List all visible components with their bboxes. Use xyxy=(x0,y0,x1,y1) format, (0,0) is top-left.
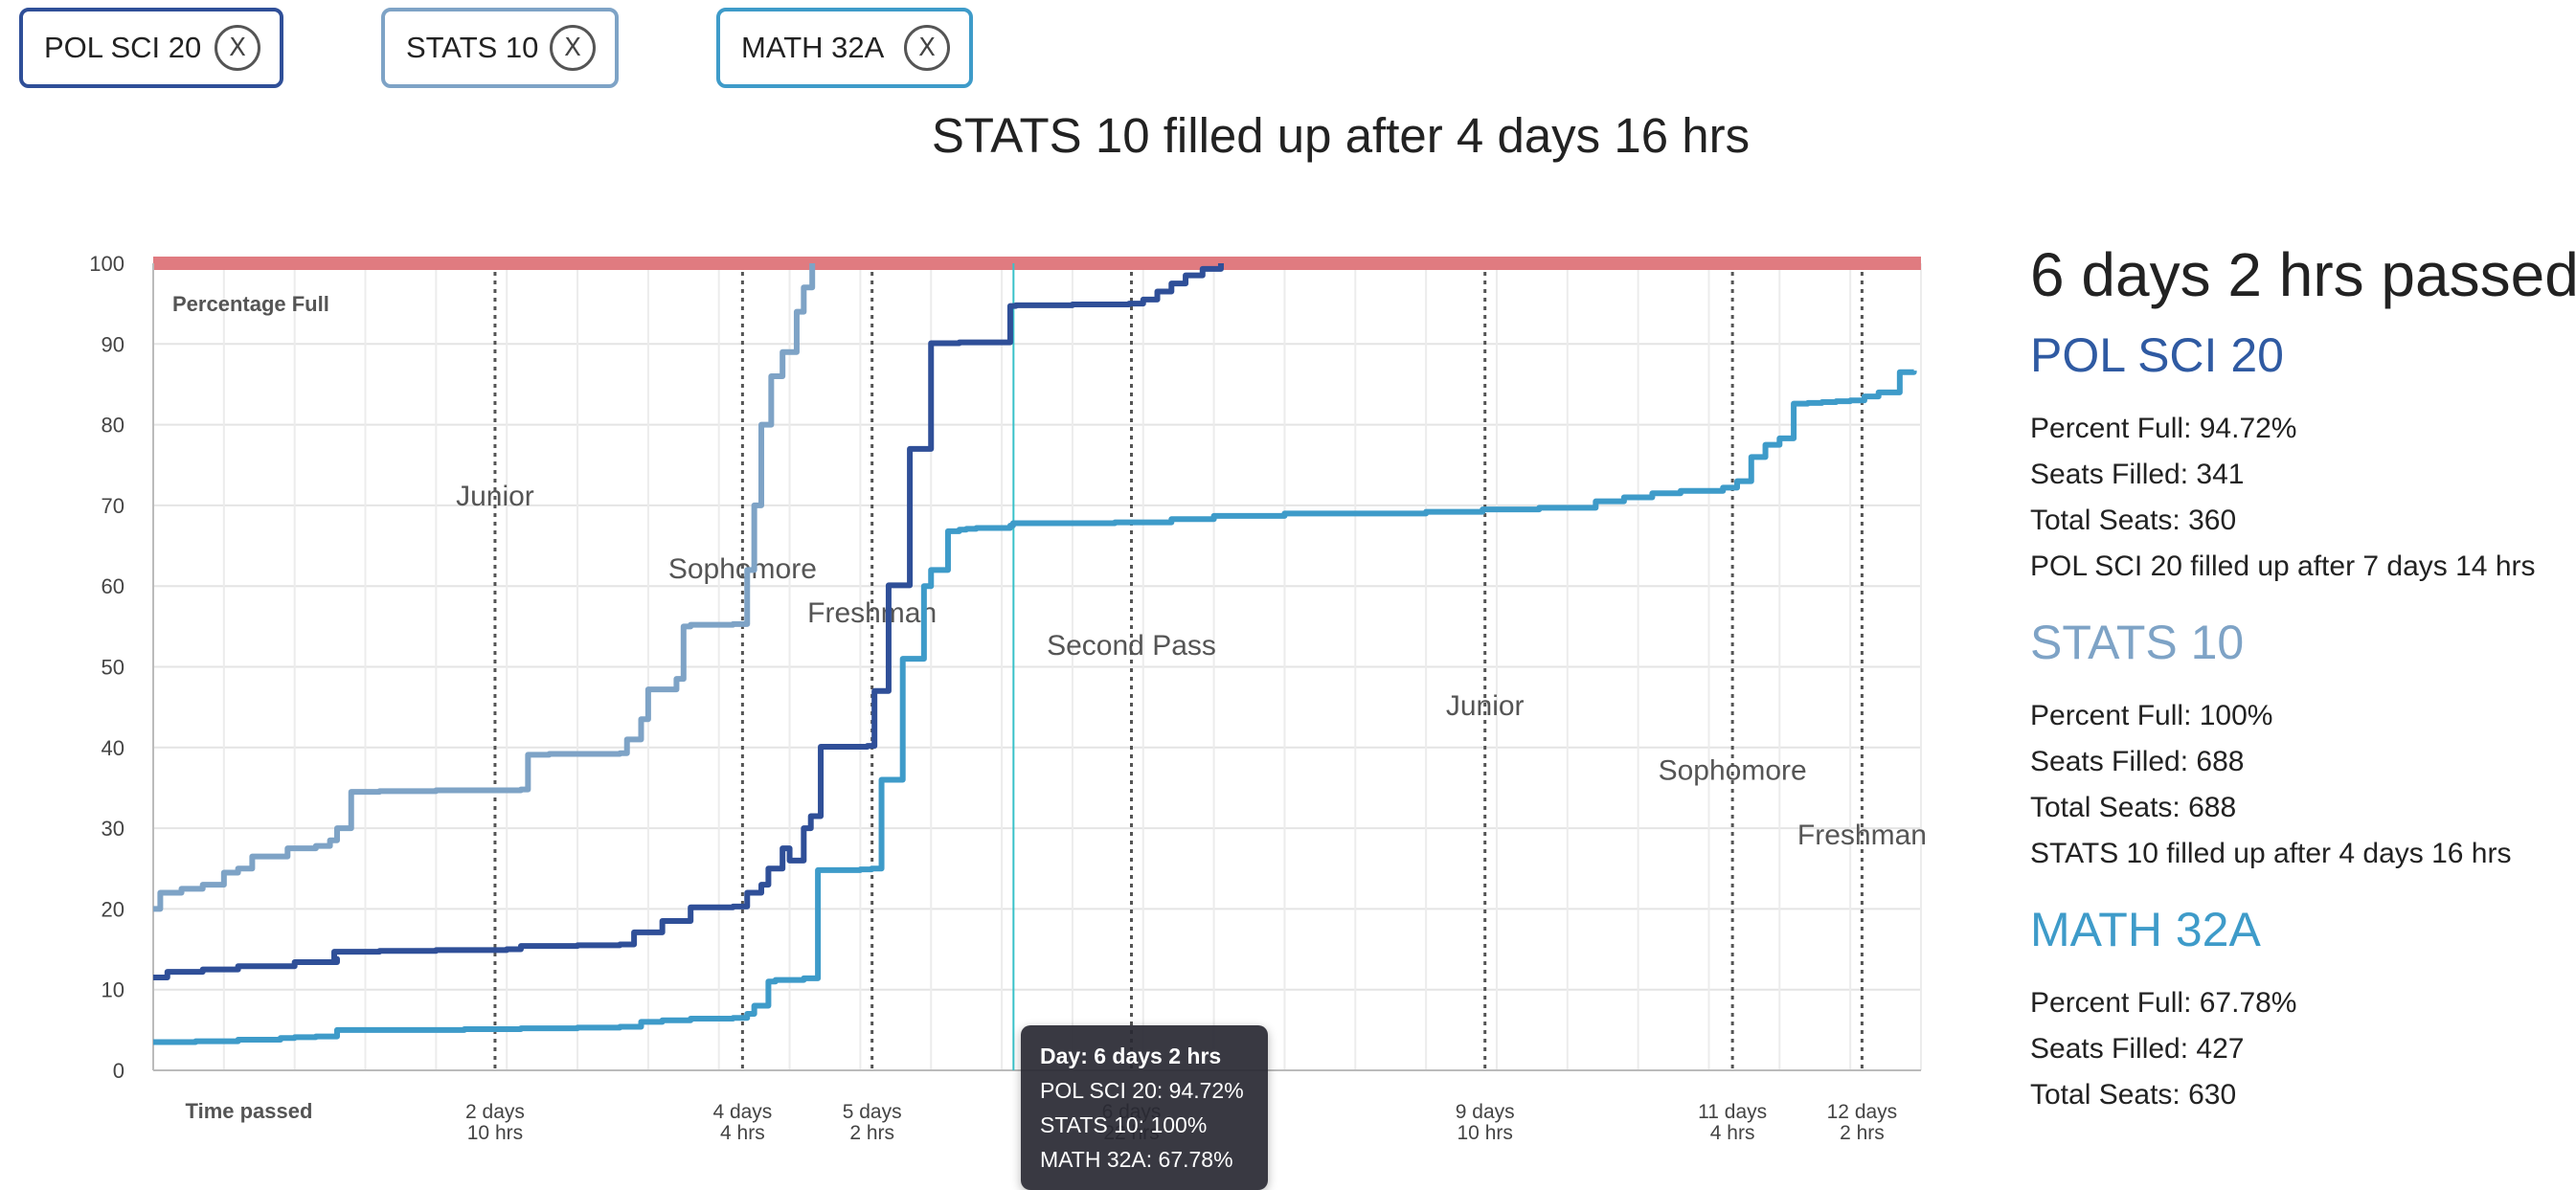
filled-up-note: POL SCI 20 filled up after 7 days 14 hrs xyxy=(2030,550,2536,582)
course-summary-pol-sci-20: POL SCI 20 Percent Full: 94.72% Seats Fi… xyxy=(2030,327,2566,590)
chip-label: POL SCI 20 xyxy=(44,31,202,64)
tooltip-line-math-32a: MATH 32A: 67.78% xyxy=(1040,1147,1233,1172)
percent-full: Percent Full: 67.78% xyxy=(2030,987,2297,1019)
close-icon[interactable]: X xyxy=(215,25,260,71)
tooltip-line-pol-sci-20: POL SCI 20: 94.72% xyxy=(1040,1078,1244,1103)
course-name: STATS 10 xyxy=(2030,616,2245,669)
chip-label: STATS 10 xyxy=(406,31,539,64)
x-tick-label: 11 days xyxy=(1698,1101,1767,1123)
y-tick-label: 30 xyxy=(102,817,124,841)
x-tick-label: 4 hrs xyxy=(1710,1122,1755,1143)
x-axis-title: Time passed xyxy=(186,1099,313,1123)
course-summary-math-32a: MATH 32A Percent Full: 67.78% Seats Fill… xyxy=(2030,902,2566,1118)
course-name: POL SCI 20 xyxy=(2030,328,2284,382)
x-tick-label: 9 days xyxy=(1456,1101,1515,1123)
x-tick-label: 2 days xyxy=(465,1101,525,1123)
chart-svg[interactable]: 1009080706050403020100JuniorSophomoreFre… xyxy=(0,230,1973,1144)
page-title: STATS 10 filled up after 4 days 16 hrs xyxy=(931,108,1751,163)
course-name: MATH 32A xyxy=(2030,903,2261,956)
seats-filled: Seats Filled: 688 xyxy=(2030,746,2245,777)
course-summary-stats-10: STATS 10 Percent Full: 100% Seats Filled… xyxy=(2030,615,2566,877)
series-line-stats-10 xyxy=(153,263,816,912)
total-seats: Total Seats: 688 xyxy=(2030,792,2237,823)
phase-label: Junior xyxy=(1446,690,1525,722)
phase-label: Sophomore xyxy=(1659,755,1807,787)
elapsed-time: 6 days 2 hrs passed xyxy=(2030,240,2576,309)
x-tick-label: 4 days xyxy=(712,1101,772,1123)
close-icon[interactable]: X xyxy=(904,25,950,71)
chart-tooltip: Day: 6 days 2 hrs POL SCI 20: 94.72% STA… xyxy=(1021,1025,1268,1190)
series-line-math-32a xyxy=(153,369,1917,1045)
x-tick-label: 12 days xyxy=(1827,1101,1898,1123)
x-tick-label: 10 hrs xyxy=(467,1122,523,1143)
y-tick-label: 80 xyxy=(102,414,124,438)
y-tick-label: 90 xyxy=(102,332,124,356)
chip-stats-10[interactable]: STATS 10 X xyxy=(381,8,619,88)
x-tick-label: 2 hrs xyxy=(1840,1122,1885,1143)
seats-filled: Seats Filled: 427 xyxy=(2030,1033,2245,1065)
x-tick-label: 2 hrs xyxy=(849,1122,894,1143)
filled-up-note: STATS 10 filled up after 4 days 16 hrs xyxy=(2030,838,2512,869)
phase-label: Second Pass xyxy=(1047,630,1216,662)
side-panel: 6 days 2 hrs passed POL SCI 20 Percent F… xyxy=(2030,239,2576,1143)
percent-full: Percent Full: 94.72% xyxy=(2030,413,2297,444)
chip-pol-sci-20[interactable]: POL SCI 20 X xyxy=(19,8,283,88)
y-tick-label: 100 xyxy=(89,252,124,276)
seats-filled: Seats Filled: 341 xyxy=(2030,459,2245,490)
course-chips: POL SCI 20 X STATS 10 X MATH 32A X xyxy=(19,8,1073,88)
phase-label: Sophomore xyxy=(668,553,817,585)
phase-label: Freshman xyxy=(1797,820,1927,851)
y-tick-label: 10 xyxy=(102,978,124,1002)
chip-label: MATH 32A xyxy=(741,31,885,64)
phase-label: Freshman xyxy=(807,597,937,629)
y-axis-title: Percentage Full xyxy=(172,292,329,316)
y-tick-label: 70 xyxy=(102,494,124,518)
y-tick-label: 50 xyxy=(102,656,124,680)
chip-math-32a[interactable]: MATH 32A X xyxy=(716,8,973,88)
x-tick-label: 5 days xyxy=(843,1101,902,1123)
enrollment-chart[interactable]: 100 90 80 70 60 50 40 30 20 10 0 Junior Sophomore Fre… xyxy=(0,230,1973,1190)
tooltip-title: Day: 6 days 2 hrs xyxy=(1040,1044,1222,1068)
total-seats: Total Seats: 630 xyxy=(2030,1079,2237,1111)
series-line-pol-sci-20 xyxy=(153,263,1224,981)
percent-full: Percent Full: 100% xyxy=(2030,700,2273,731)
y-tick-label: 0 xyxy=(113,1059,124,1083)
y-tick-label: 60 xyxy=(102,574,124,598)
tooltip-line-stats-10: STATS 10: 100% xyxy=(1040,1112,1208,1137)
y-tick-label: 40 xyxy=(102,736,124,760)
phase-label: Junior xyxy=(456,481,534,512)
total-seats: Total Seats: 360 xyxy=(2030,505,2237,536)
x-tick-label: 4 hrs xyxy=(720,1122,765,1143)
close-icon[interactable]: X xyxy=(550,25,596,71)
x-tick-label: 10 hrs xyxy=(1457,1122,1513,1143)
y-tick-label: 20 xyxy=(102,897,124,921)
